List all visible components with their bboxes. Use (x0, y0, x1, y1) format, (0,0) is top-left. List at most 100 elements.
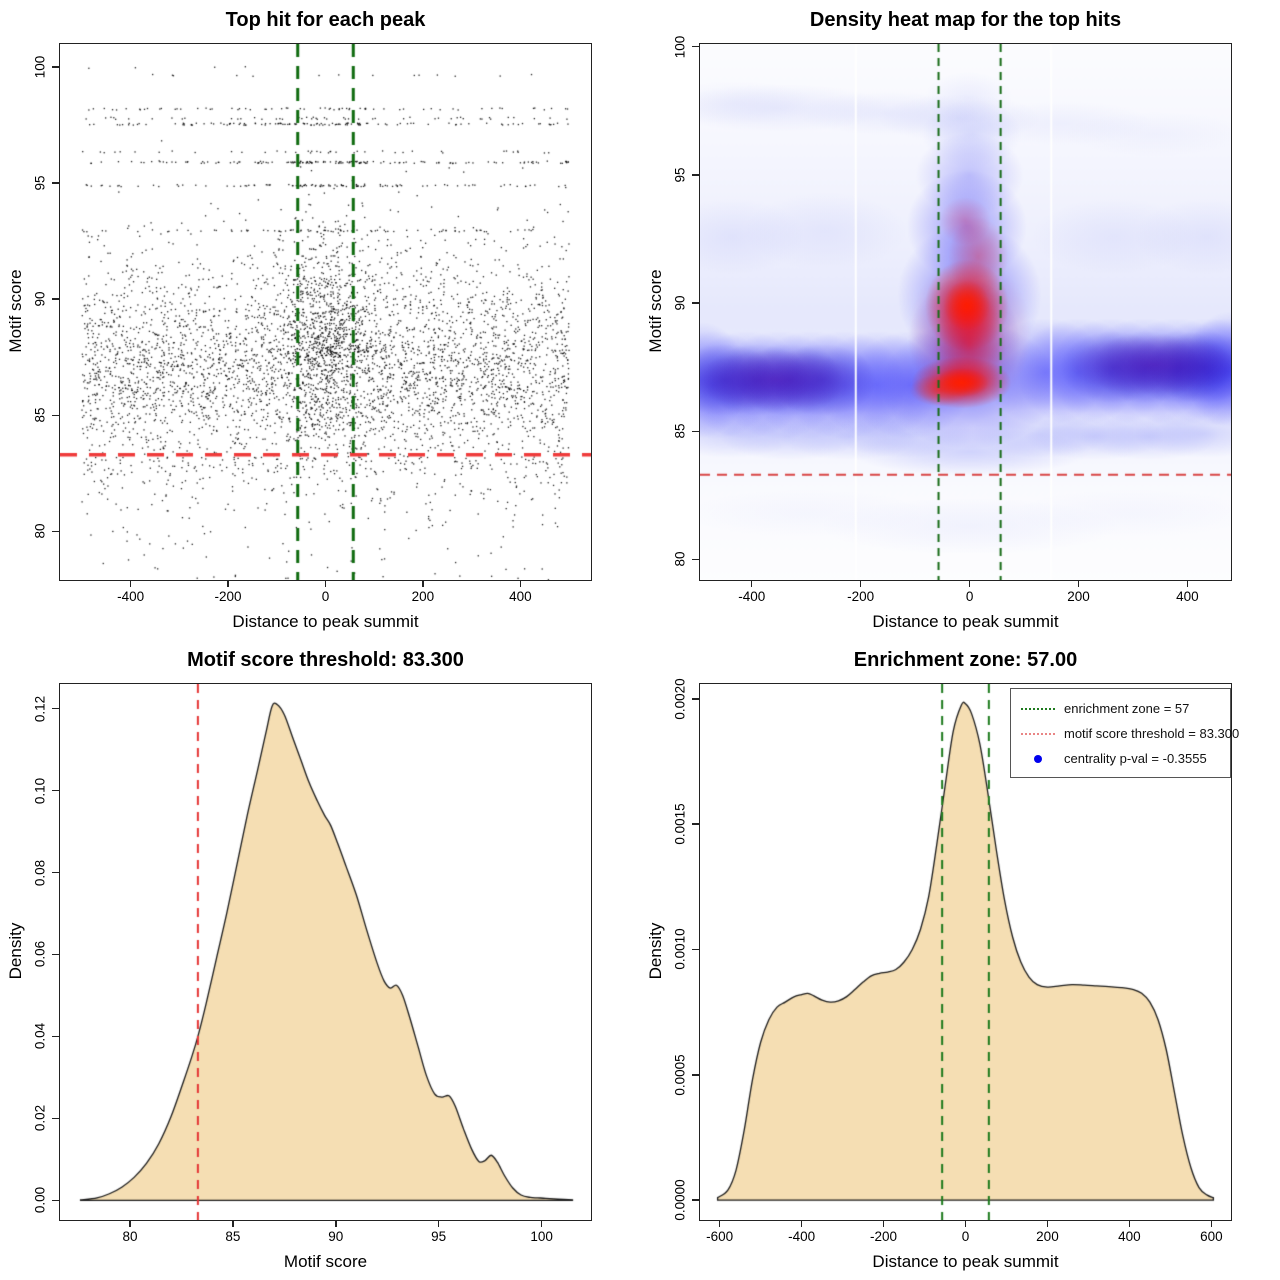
x-axis-tick (324, 580, 327, 587)
y-axis-tick (692, 430, 699, 432)
x-tick-label: 400 (509, 589, 532, 604)
y-tick-label: 0.04 (32, 1023, 48, 1050)
y-axis-tick (692, 1199, 699, 1201)
y-axis-tick (692, 948, 699, 951)
panel-density-heatmap: Density heat map for the top hits Motif … (640, 0, 1280, 640)
point-swatch-icon (1021, 754, 1055, 763)
x-tick-label: 95 (431, 1229, 447, 1244)
y-tick-label: 0.08 (32, 859, 48, 886)
x-axis-tick (859, 580, 862, 587)
y-axis-tick (52, 414, 59, 416)
panel-top-hit-scatter: Top hit for each peak Motif score Distan… (0, 0, 640, 640)
y-axis-label: Density (6, 922, 25, 980)
x-tick-label: 400 (1176, 589, 1199, 604)
y-tick-label: 95 (672, 167, 688, 183)
legend: enrichment zone = 57 motif score thresho… (1010, 688, 1239, 778)
legend-item-motif-threshold: motif score threshold = 83.300 (1016, 721, 1239, 746)
y-axis-label: Motif score (646, 269, 665, 353)
x-tick-label: -400 (117, 589, 145, 604)
y-axis-tick (52, 298, 59, 300)
plot-area (59, 43, 592, 581)
x-tick-label: -600 (706, 1229, 734, 1244)
x-axis-tick (129, 580, 132, 587)
x-axis-tick (437, 1220, 440, 1227)
x-tick-label: 100 (530, 1229, 553, 1244)
x-axis-tick (718, 1220, 721, 1227)
y-axis-tick (692, 45, 699, 48)
y-tick-label: 100 (672, 35, 688, 58)
density-curve-canvas (60, 684, 591, 1220)
y-axis-tick (52, 871, 59, 874)
x-tick-label: 0 (961, 1229, 970, 1244)
x-axis-tick (519, 580, 522, 587)
x-tick-label: 0 (321, 589, 330, 604)
x-axis-tick (800, 1220, 803, 1227)
x-axis-label: Distance to peak summit (872, 612, 1059, 631)
x-axis-tick (968, 580, 971, 587)
y-axis-tick (692, 823, 699, 825)
x-axis-tick (422, 580, 424, 587)
panel-summit-distance-density: Enrichment zone: 57.00 Density Distance … (640, 640, 1280, 1280)
y-tick-label: 0.02 (32, 1105, 48, 1132)
y-axis-tick (692, 302, 699, 304)
legend-label: centrality p-val = -0.3555 (1064, 751, 1207, 766)
y-axis-tick (52, 1199, 59, 1202)
y-tick-label: 0.12 (32, 695, 48, 722)
y-axis-label: Motif score (6, 269, 25, 353)
y-axis-tick (52, 707, 59, 710)
y-tick-label: 0.0015 (672, 803, 688, 845)
y-axis-tick (52, 66, 59, 68)
panel-motif-score-density: Motif score threshold: 83.300 Density Mo… (0, 640, 640, 1280)
y-tick-label: 0.0020 (672, 678, 688, 720)
y-axis-tick (52, 530, 59, 533)
x-axis-label: Distance to peak summit (232, 612, 419, 631)
x-tick-label: 90 (328, 1229, 344, 1244)
y-axis-label: Density (646, 922, 665, 980)
x-axis-tick (1186, 580, 1189, 587)
y-tick-label: 0.10 (32, 777, 48, 804)
x-axis-label: Distance to peak summit (872, 1252, 1059, 1271)
plot-area (59, 683, 592, 1221)
y-tick-label: 80 (32, 523, 48, 539)
x-axis-tick (335, 1220, 337, 1227)
x-tick-label: -400 (788, 1229, 816, 1244)
panel-title: Motif score threshold: 83.300 (187, 649, 464, 671)
panel-title: Top hit for each peak (225, 9, 426, 31)
x-axis-tick (227, 580, 229, 587)
x-axis-tick (1210, 1220, 1213, 1227)
x-tick-label: -200 (870, 1229, 898, 1244)
y-tick-label: 0.0010 (672, 928, 688, 971)
y-tick-label: 100 (32, 55, 48, 79)
y-axis-tick (692, 1074, 699, 1076)
x-axis-tick (750, 580, 753, 587)
y-tick-label: 90 (32, 291, 48, 307)
legend-item-centrality-pval: centrality p-val = -0.3555 (1016, 746, 1230, 771)
y-tick-label: 85 (672, 423, 688, 439)
y-axis-tick (52, 953, 59, 956)
x-tick-label: 80 (122, 1229, 138, 1244)
x-tick-label: 400 (1118, 1229, 1141, 1244)
y-tick-label: 0.0005 (672, 1054, 688, 1096)
x-axis-tick (882, 1220, 885, 1227)
y-axis-tick (692, 558, 699, 561)
heatmap-canvas (700, 44, 1231, 580)
x-tick-label: 200 (1036, 1229, 1059, 1244)
x-tick-label: 200 (411, 589, 435, 604)
x-axis-tick (1128, 1220, 1131, 1227)
y-tick-label: 0.0000 (672, 1179, 688, 1221)
x-axis-tick (964, 1220, 967, 1227)
y-axis-tick (692, 698, 699, 700)
x-tick-label: 0 (965, 589, 974, 604)
panel-title: Enrichment zone: 57.00 (853, 649, 1078, 671)
x-tick-label: 200 (1067, 589, 1090, 604)
x-axis-tick (1077, 580, 1080, 587)
x-tick-label: -200 (214, 589, 242, 604)
y-tick-label: 95 (32, 175, 48, 191)
y-axis-tick (52, 789, 59, 792)
x-axis-tick (540, 1220, 543, 1227)
dotted-line-swatch-icon (1021, 707, 1055, 710)
y-tick-label: 0.00 (32, 1187, 48, 1214)
y-axis-tick (52, 1117, 59, 1120)
y-axis-tick (52, 182, 59, 184)
